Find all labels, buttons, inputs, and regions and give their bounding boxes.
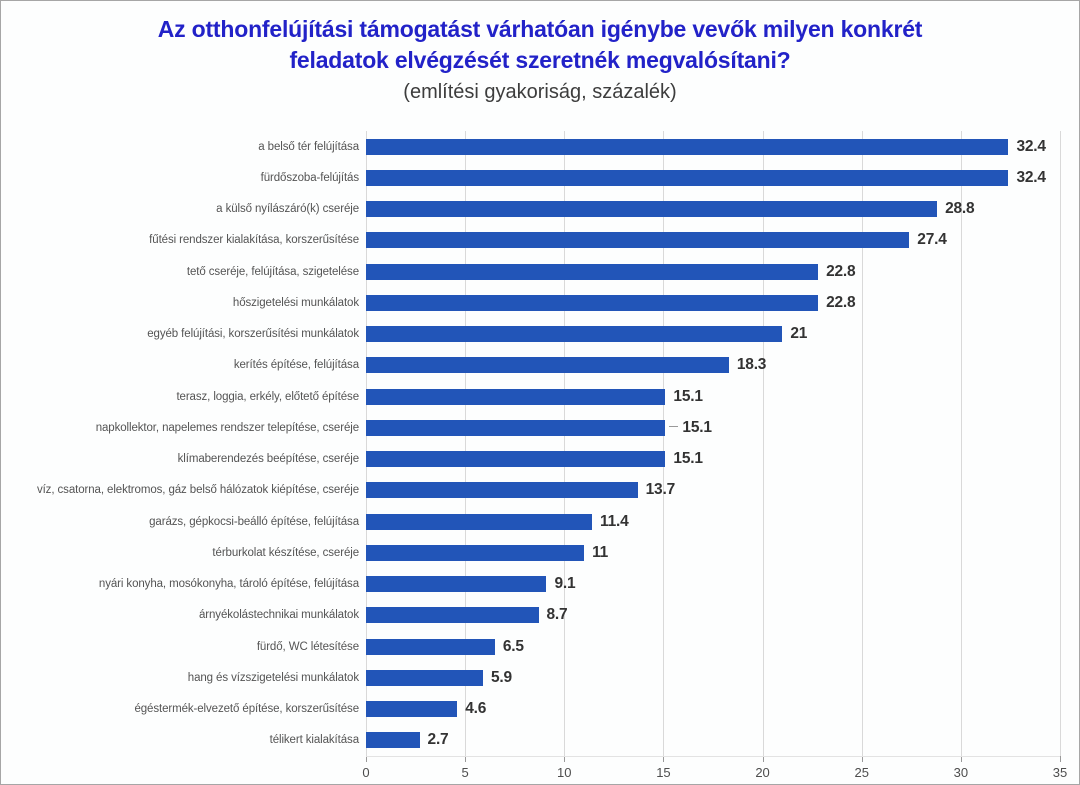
x-tick-label: 5 <box>461 765 469 780</box>
gridline <box>762 131 764 756</box>
category-label: árnyékolástechnikai munkálatok <box>198 609 359 622</box>
x-axis-tick <box>564 756 566 762</box>
bar <box>366 201 938 218</box>
x-axis-tick <box>861 756 863 762</box>
x-tick-label: 25 <box>854 765 869 780</box>
value-label: 8.7 <box>546 606 568 624</box>
x-axis-tick <box>366 756 367 762</box>
x-axis-line <box>366 756 1060 757</box>
category-label: víz, csatorna, elektromos, gáz belső hál… <box>36 484 359 497</box>
bar <box>366 326 783 343</box>
value-label: 13.7 <box>645 481 676 499</box>
bar <box>366 638 495 655</box>
category-label: tető cseréje, felújítása, szigetelése <box>186 265 359 278</box>
value-label: 22.8 <box>826 262 856 280</box>
category-label: garázs, gépkocsi-beálló építése, felújít… <box>149 515 359 528</box>
x-axis-tick <box>663 756 665 762</box>
gridline <box>960 131 962 756</box>
value-label: 11 <box>592 543 609 561</box>
x-tick-label: 35 <box>1052 765 1068 780</box>
x-tick-label: 20 <box>755 765 770 780</box>
x-tick-label: 10 <box>557 765 572 780</box>
bar <box>366 419 666 436</box>
gridline <box>366 131 367 756</box>
category-label: fürdőszoba-felújítás <box>260 171 359 184</box>
gridline <box>663 131 665 756</box>
chart-subtitle: (említési gyakoriság, százalék) <box>403 81 677 103</box>
x-axis-tick <box>960 756 962 762</box>
category-label: kerítés építése, felújítása <box>233 359 359 372</box>
category-label: télikert kialakítása <box>269 734 360 747</box>
value-leader-line <box>669 425 679 427</box>
bar <box>366 732 420 749</box>
x-axis-tick <box>762 756 764 762</box>
bar <box>366 357 729 374</box>
gridline <box>564 131 566 756</box>
bar <box>366 138 1009 155</box>
value-label: 27.4 <box>917 231 947 249</box>
bar <box>366 544 585 561</box>
gridline <box>861 131 863 756</box>
bar <box>366 701 458 718</box>
x-tick-label: 15 <box>656 765 671 780</box>
bar <box>366 451 666 468</box>
chart-title-line1: Az otthonfelújítási támogatást várhatóan… <box>157 16 923 42</box>
bar <box>366 513 593 530</box>
category-label: fürdő, WC létesítése <box>256 640 359 653</box>
value-label: 5.9 <box>490 668 512 686</box>
value-label: 18.3 <box>736 356 767 374</box>
x-tick-label: 30 <box>953 765 969 780</box>
value-label: 15.1 <box>682 418 712 436</box>
bar <box>366 388 666 405</box>
x-tick-label: 0 <box>362 765 370 780</box>
chart-title-line2: feladatok elvégzését szeretnék megvalósí… <box>289 47 791 73</box>
value-label: 32.4 <box>1016 168 1046 186</box>
value-label: 15.1 <box>673 387 703 405</box>
category-label: klímaberendezés beépítése, cseréje <box>177 453 359 466</box>
bar <box>366 232 910 249</box>
value-label: 11.4 <box>600 512 629 530</box>
value-label: 2.7 <box>427 731 449 749</box>
bar <box>366 263 819 280</box>
gridline <box>1060 131 1061 756</box>
gridline <box>465 131 467 756</box>
x-axis-tick <box>465 756 467 762</box>
bar <box>366 576 547 593</box>
bar <box>366 482 638 499</box>
value-label: 15.1 <box>673 450 703 468</box>
value-label: 9.1 <box>554 575 576 593</box>
bar <box>366 669 483 686</box>
category-label: nyári konyha, mosókonyha, tároló építése… <box>98 578 359 591</box>
bar <box>366 607 539 624</box>
category-label: térburkolat készítése, cseréje <box>212 546 359 559</box>
value-label: 21 <box>790 325 808 343</box>
category-label: égéstermék-elvezető építése, korszerűsít… <box>134 703 359 716</box>
bar-chart: 0 5 10 15 20 25 30 35 a belső tér felújítása 32.4… <box>1 131 1079 784</box>
value-label: 22.8 <box>826 293 856 311</box>
category-label: napkollektor, napelemes rendszer telepít… <box>95 421 359 434</box>
value-label: 28.8 <box>945 200 975 218</box>
x-axis-tick <box>1060 756 1061 762</box>
category-label: hang és vízszigetelési munkálatok <box>187 671 359 684</box>
value-label: 6.5 <box>502 637 524 655</box>
category-label: terasz, loggia, erkély, előtető építése <box>176 390 359 403</box>
category-label: egyéb felújítási, korszerűsítési munkála… <box>147 328 359 341</box>
value-label: 4.6 <box>465 700 487 718</box>
category-label: a külső nyílászáró(k) cseréje <box>216 203 359 216</box>
category-label: a belső tér felújítása <box>258 140 359 153</box>
category-label: fűtési rendszer kialakítása, korszerűsít… <box>149 234 359 247</box>
bar <box>366 169 1009 186</box>
category-label: hőszigetelési munkálatok <box>232 296 359 309</box>
bar <box>366 294 819 311</box>
value-label: 32.4 <box>1016 137 1046 155</box>
chart-title: Az otthonfelújítási támogatást várhatóan… <box>1 14 1079 76</box>
